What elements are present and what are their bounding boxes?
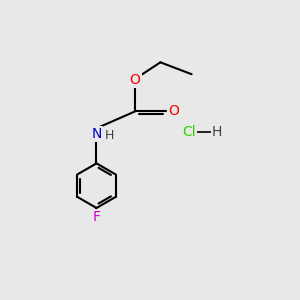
Text: F: F (92, 210, 101, 224)
Text: H: H (212, 125, 222, 139)
Text: O: O (130, 73, 141, 87)
Text: Cl: Cl (182, 125, 196, 139)
Text: O: O (168, 104, 179, 118)
Text: H: H (105, 129, 115, 142)
Text: N: N (91, 127, 102, 141)
